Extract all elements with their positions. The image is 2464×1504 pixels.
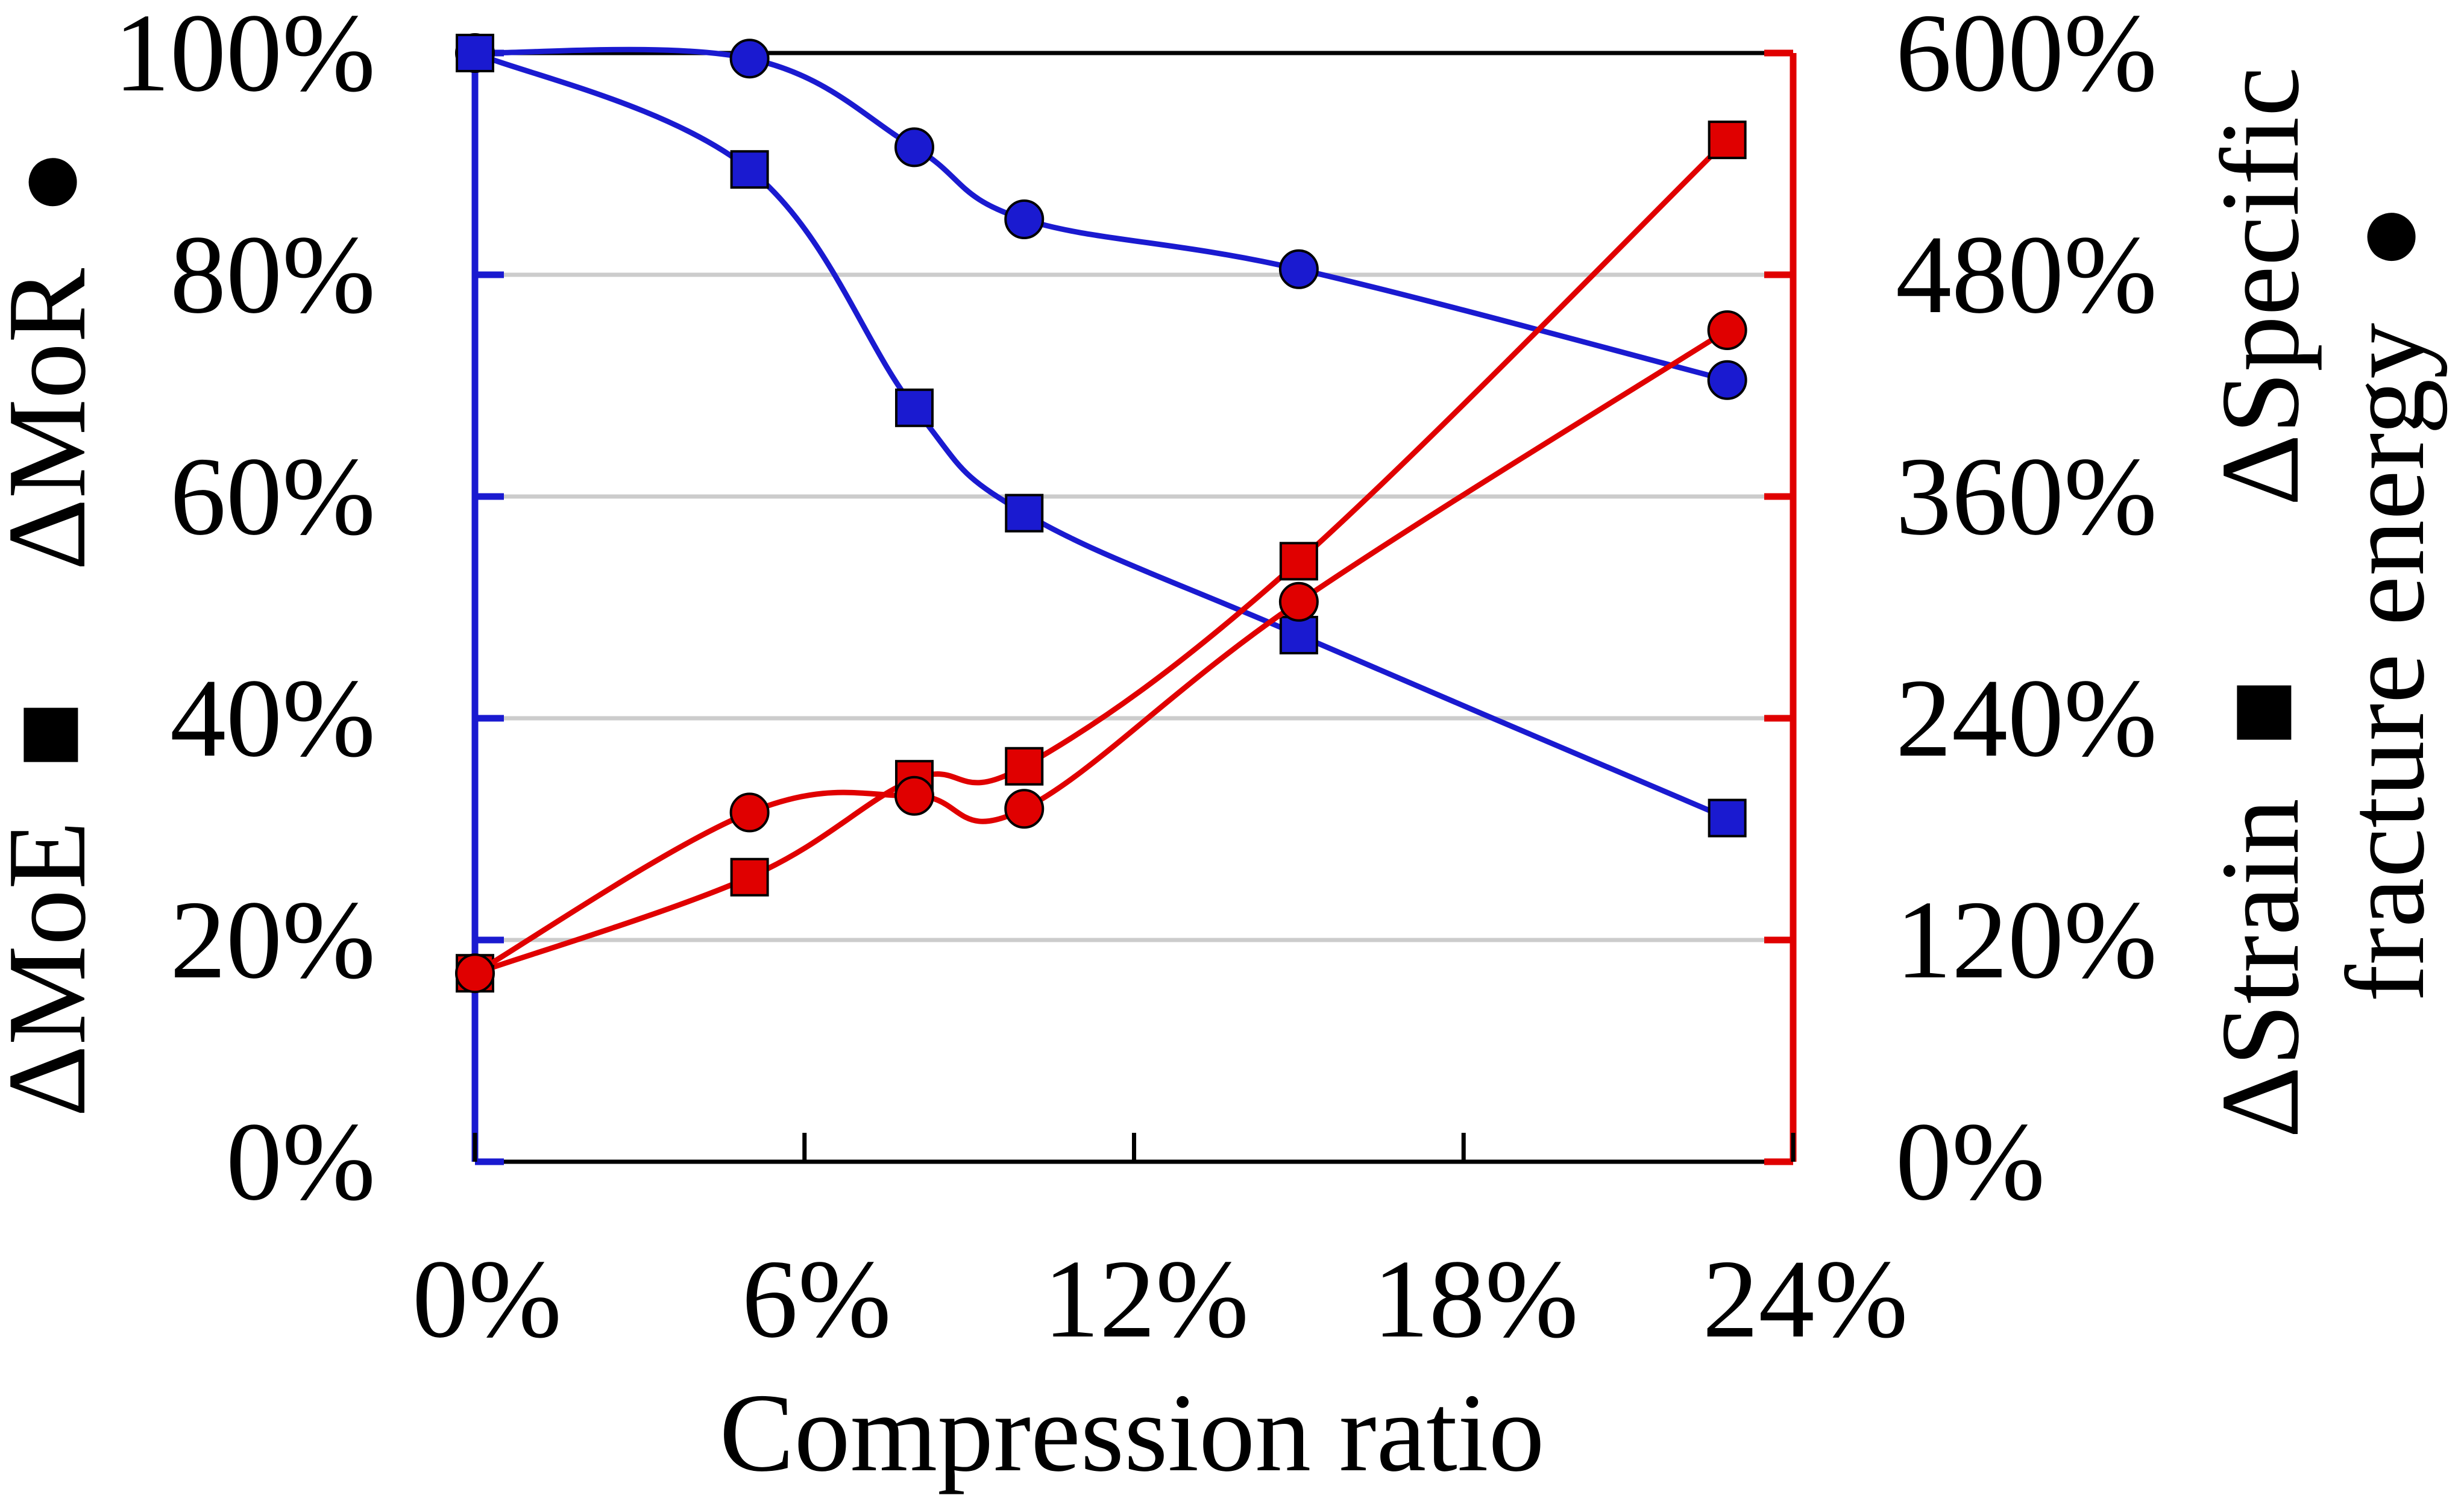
data-point-square <box>1279 616 1318 654</box>
data-point-circle <box>1707 310 1747 350</box>
circle-marker-icon: ● <box>0 148 109 216</box>
series <box>455 33 1747 994</box>
data-point-circle <box>729 39 770 79</box>
left-axis-title-moe: ΔMoE <box>0 821 109 1117</box>
series-line-mor <box>474 46 1728 383</box>
axis-titles: Compression ratio ΔMoE ■ ΔMoR ● ΔStrain … <box>0 67 2448 1495</box>
x-axis-title: Compression ratio <box>719 1371 1544 1495</box>
axes <box>471 49 1797 1165</box>
series-strain <box>456 121 1747 993</box>
data-point-circle <box>894 776 934 816</box>
data-point-circle <box>1278 581 1319 622</box>
right-axis-title-line1: ΔStrain ■ ΔSpecific <box>2198 67 2322 1138</box>
left-y-tick-label: 80% <box>170 213 376 337</box>
right-axis-title-specific: ΔSpecific <box>2198 67 2322 506</box>
right-axis-title-line2: fracture energy ● <box>2324 203 2448 1002</box>
x-tick-label: 6% <box>742 1237 891 1361</box>
x-tick-label: 24% <box>1703 1237 1908 1361</box>
right-axis-title-strain: ΔStrain <box>2198 798 2322 1138</box>
tick-labels: 0% 20% 40% 60% 80% 100% 0% 120% 240% 360% 480% 600%… <box>114 0 2157 1361</box>
data-point-square <box>730 150 769 189</box>
right-y-tick-label: 360% <box>1896 434 2157 559</box>
x-tick-label: 18% <box>1373 1237 1579 1361</box>
data-point-circle <box>1707 360 1747 400</box>
right-axis-title-fracture-energy: fracture energy <box>2324 323 2448 1002</box>
data-point-circle <box>1004 789 1045 829</box>
data-point-square <box>456 34 494 72</box>
series-mor <box>455 33 1747 400</box>
right-y-tick-label: 240% <box>1896 656 2157 780</box>
left-axis-title: ΔMoE ■ ΔMoR ● <box>0 148 109 1117</box>
left-y-tick-label: 60% <box>170 434 376 559</box>
series-specific-fracture-energy <box>455 310 1747 994</box>
data-point-square <box>1708 121 1747 160</box>
right-y-tick-label: 0% <box>1896 1100 2045 1224</box>
series-line-strain <box>474 137 1729 976</box>
right-y-tick-label: 120% <box>1896 878 2157 1002</box>
data-point-square <box>1005 747 1044 786</box>
data-point-square <box>1005 494 1044 533</box>
left-y-tick-label: 0% <box>226 1100 376 1224</box>
data-point-square <box>895 388 934 427</box>
square-marker-icon: ■ <box>2198 678 2322 746</box>
data-point-square <box>1279 542 1318 581</box>
x-tick-label: 12% <box>1043 1237 1249 1361</box>
right-y-tick-label: 600% <box>1896 0 2157 115</box>
gridlines <box>475 272 1793 942</box>
square-marker-icon: ■ <box>0 701 109 768</box>
left-y-tick-label: 40% <box>170 656 376 780</box>
right-y-tick-label: 480% <box>1896 213 2157 337</box>
data-point-square <box>1708 798 1747 838</box>
left-axis-title-mor: ΔMoR <box>0 268 109 571</box>
data-point-circle <box>455 953 495 994</box>
series-moe <box>456 34 1747 838</box>
data-point-circle <box>729 792 770 833</box>
circle-marker-icon: ● <box>2324 203 2448 271</box>
data-point-circle <box>1278 249 1319 289</box>
left-y-tick-label: 100% <box>114 0 376 115</box>
x-tick-label: 0% <box>412 1237 562 1361</box>
left-y-tick-label: 20% <box>170 878 376 1002</box>
data-point-square <box>730 857 769 897</box>
data-point-circle <box>1004 199 1045 239</box>
series-line-moe <box>474 50 1729 821</box>
data-point-circle <box>894 127 934 168</box>
series-line-specific-fracture-energy <box>473 328 1729 976</box>
